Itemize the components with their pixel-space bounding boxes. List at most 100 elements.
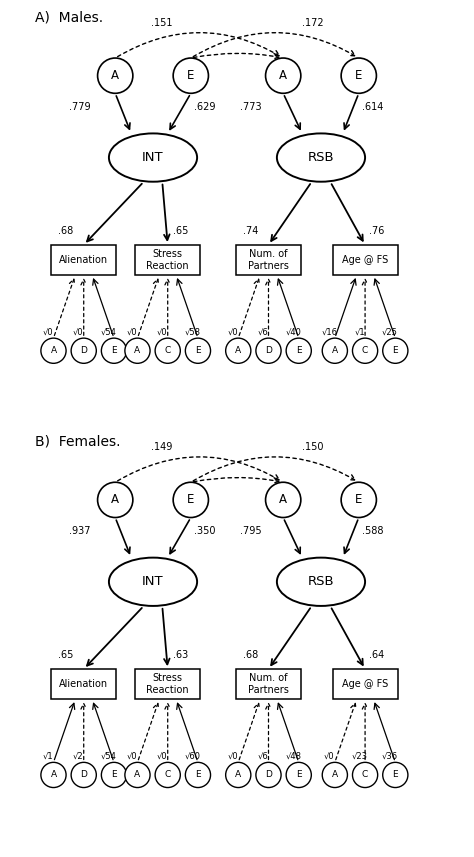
Circle shape [155, 763, 180, 788]
FancyBboxPatch shape [333, 245, 398, 275]
Text: √0: √0 [228, 327, 238, 337]
FancyBboxPatch shape [135, 245, 200, 275]
Circle shape [185, 339, 210, 363]
Circle shape [286, 763, 311, 788]
Text: D: D [265, 346, 272, 356]
Text: .172: .172 [302, 18, 323, 28]
Circle shape [41, 763, 66, 788]
Text: RSB: RSB [308, 575, 334, 588]
Text: Num. of
Partners: Num. of Partners [248, 673, 289, 695]
Text: E: E [296, 346, 301, 356]
Text: .779: .779 [69, 102, 91, 111]
Text: .629: .629 [194, 102, 216, 111]
Circle shape [322, 339, 347, 363]
Circle shape [265, 482, 301, 518]
Text: .74: .74 [243, 225, 258, 236]
Text: √6: √6 [258, 752, 268, 761]
Text: E: E [187, 69, 194, 82]
Text: Age @ FS: Age @ FS [342, 680, 388, 689]
Text: Age @ FS: Age @ FS [342, 255, 388, 265]
Circle shape [341, 482, 376, 518]
Text: D: D [80, 770, 87, 780]
Text: Alienation: Alienation [59, 255, 108, 265]
FancyBboxPatch shape [135, 669, 200, 699]
Circle shape [71, 339, 96, 363]
Text: .588: .588 [362, 526, 383, 536]
Text: .68: .68 [243, 650, 258, 660]
FancyBboxPatch shape [51, 669, 116, 699]
Text: C: C [164, 770, 171, 780]
Text: A: A [111, 69, 119, 82]
Circle shape [71, 763, 96, 788]
Text: INT: INT [142, 575, 164, 588]
Text: Alienation: Alienation [59, 680, 108, 689]
Text: E: E [392, 346, 398, 356]
Text: √0: √0 [157, 752, 168, 761]
Text: √0: √0 [73, 327, 83, 337]
Text: √6: √6 [258, 327, 268, 337]
Text: √36: √36 [382, 752, 398, 761]
Text: √0: √0 [127, 327, 137, 337]
Text: .614: .614 [362, 102, 383, 111]
Circle shape [256, 763, 281, 788]
Text: √54: √54 [100, 327, 117, 337]
Circle shape [155, 339, 180, 363]
Text: √0: √0 [127, 752, 137, 761]
FancyBboxPatch shape [236, 669, 301, 699]
Circle shape [101, 763, 127, 788]
Text: √60: √60 [184, 752, 201, 761]
Text: √0: √0 [157, 327, 168, 337]
Circle shape [341, 58, 376, 93]
Text: E: E [355, 494, 363, 506]
Circle shape [173, 58, 209, 93]
Circle shape [125, 339, 150, 363]
Text: .76: .76 [369, 225, 384, 236]
Text: .151: .151 [151, 18, 172, 28]
Text: √40: √40 [285, 327, 301, 337]
Text: A: A [332, 770, 338, 780]
Text: .65: .65 [58, 650, 74, 660]
Text: √48: √48 [285, 752, 301, 761]
Circle shape [185, 763, 210, 788]
Text: .63: .63 [173, 650, 188, 660]
Circle shape [256, 339, 281, 363]
Text: E: E [111, 346, 117, 356]
Text: √25: √25 [382, 327, 398, 337]
Text: .68: .68 [58, 225, 74, 236]
Text: C: C [362, 770, 368, 780]
Circle shape [286, 339, 311, 363]
Text: E: E [195, 770, 201, 780]
Text: √0: √0 [43, 327, 54, 337]
Text: .150: .150 [302, 442, 323, 452]
Circle shape [353, 339, 378, 363]
Text: Num. of
Partners: Num. of Partners [248, 249, 289, 271]
Text: E: E [187, 494, 194, 506]
Text: A: A [135, 346, 140, 356]
FancyBboxPatch shape [236, 245, 301, 275]
Circle shape [383, 763, 408, 788]
Circle shape [41, 339, 66, 363]
Ellipse shape [277, 134, 365, 182]
Text: .350: .350 [194, 526, 216, 536]
Circle shape [383, 339, 408, 363]
Text: A: A [135, 770, 140, 780]
Circle shape [125, 763, 150, 788]
Text: D: D [80, 346, 87, 356]
Circle shape [265, 58, 301, 93]
Text: E: E [296, 770, 301, 780]
Text: INT: INT [142, 151, 164, 164]
Text: √0: √0 [228, 752, 238, 761]
Circle shape [98, 482, 133, 518]
Circle shape [322, 763, 347, 788]
Text: √54: √54 [100, 752, 117, 761]
Ellipse shape [109, 558, 197, 606]
Circle shape [226, 763, 251, 788]
Text: A: A [279, 494, 287, 506]
Circle shape [353, 763, 378, 788]
Text: √23: √23 [352, 752, 368, 761]
Text: E: E [392, 770, 398, 780]
Text: .64: .64 [369, 650, 384, 660]
Ellipse shape [277, 558, 365, 606]
Text: E: E [195, 346, 201, 356]
Text: A)  Males.: A) Males. [36, 10, 103, 25]
